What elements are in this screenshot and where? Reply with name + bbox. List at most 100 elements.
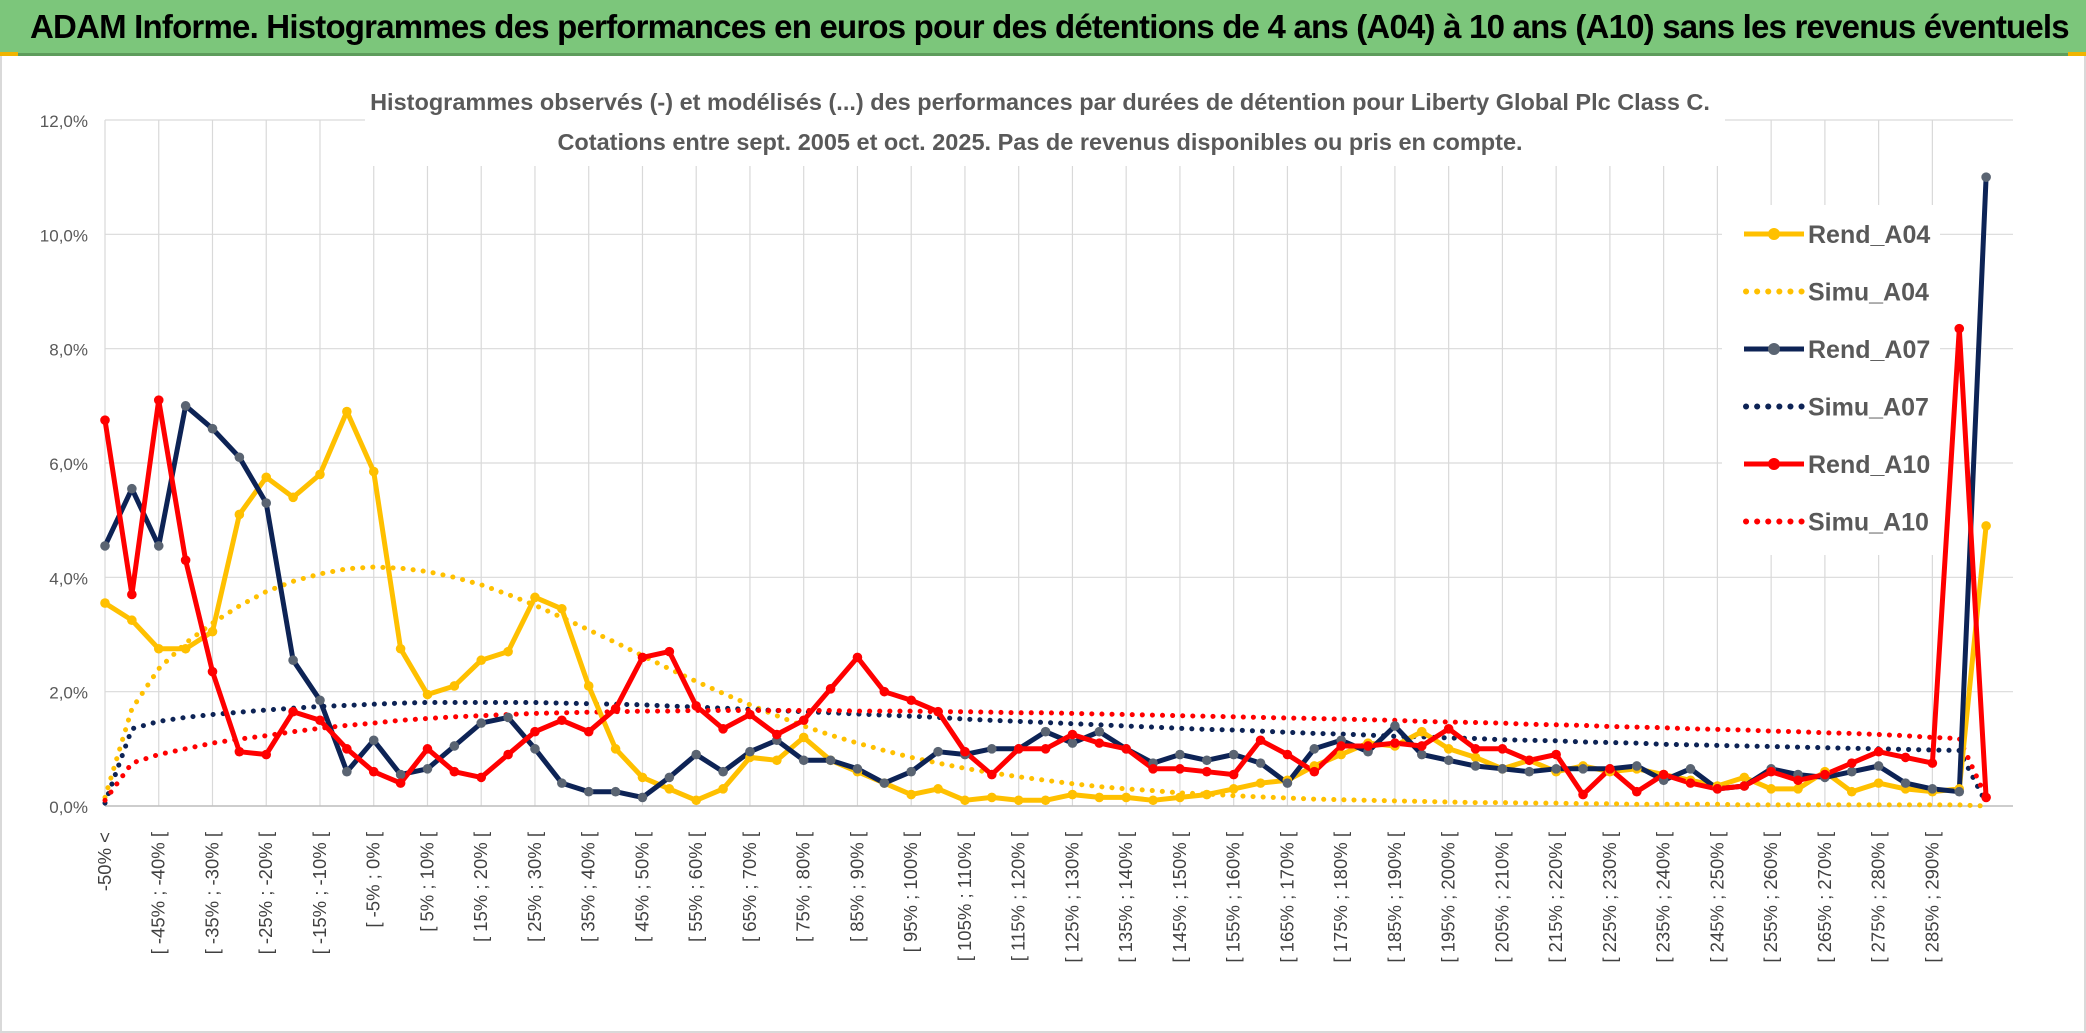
data-point-rend-a07: [1416, 749, 1427, 760]
data-point-rend-a07: [180, 401, 191, 411]
data-point-rend-a10: [1470, 744, 1481, 754]
data-point-rend-a07: [476, 718, 487, 728]
data-point-rend-a07: [1900, 778, 1911, 788]
banner-title: ADAM Informe. Histogrammes des performan…: [30, 8, 2070, 45]
data-point-rend-a10: [1712, 784, 1723, 794]
data-point-rend-a10: [476, 772, 487, 783]
data-point-rend-a07: [933, 746, 943, 757]
data-point-rend-a07: [1443, 755, 1454, 766]
data-point-rend-a04: [1873, 778, 1884, 788]
data-point-rend-a04: [906, 789, 916, 800]
x-tick-label: [ 5% ; 10% [: [416, 832, 437, 932]
x-tick-label: [ 25% ; 30% [: [524, 832, 545, 942]
data-point-rend-a04: [1416, 726, 1427, 737]
data-point-rend-a10: [960, 746, 970, 757]
data-point-rend-a10: [664, 646, 675, 657]
data-point-rend-a07: [1255, 758, 1266, 768]
data-point-rend-a07: [530, 744, 540, 754]
data-point-rend-a04: [1040, 795, 1051, 806]
data-point-rend-a10: [1416, 741, 1427, 751]
data-point-rend-a04: [1739, 772, 1750, 783]
data-point-rend-a04: [798, 732, 809, 743]
data-point-rend-a04: [261, 472, 272, 483]
y-tick-label: 8,0%: [49, 341, 88, 360]
data-point-rend-a04: [1336, 749, 1346, 760]
data-point-rend-a10: [772, 729, 782, 740]
data-point-rend-a10: [1390, 738, 1400, 748]
data-point-rend-a04: [1255, 778, 1266, 788]
x-tick-label: [ 75% ; 80% [: [793, 832, 814, 942]
data-point-rend-a10: [1121, 744, 1131, 754]
data-point-rend-a07: [1175, 749, 1185, 760]
data-point-rend-a04: [1443, 744, 1454, 754]
data-point-rend-a10: [583, 726, 594, 737]
data-point-rend-a07: [906, 766, 916, 777]
data-point-rend-a07: [1981, 172, 1991, 182]
x-tick-label: [ -35% ; -30% [: [201, 832, 222, 954]
data-point-rend-a10: [745, 709, 755, 720]
x-tick-label: [ 105% ; 110% [: [954, 832, 975, 961]
data-point-rend-a10: [879, 686, 890, 697]
data-point-rend-a10: [1551, 749, 1561, 760]
data-point-rend-a07: [1846, 766, 1857, 777]
data-point-rend-a04: [1175, 792, 1185, 803]
data-point-rend-a07: [1551, 764, 1561, 774]
legend-label-rend-a07: Rend_A07: [1808, 336, 1930, 364]
legend-label-simu-a10: Simu_A10: [1808, 509, 1929, 537]
legend-marker-rend-a10: [1768, 458, 1780, 470]
data-point-rend-a07: [1309, 744, 1320, 754]
y-tick-label: 12,0%: [40, 112, 88, 131]
data-point-rend-a10: [1820, 769, 1830, 780]
data-point-rend-a04: [772, 755, 782, 766]
data-point-rend-a04: [100, 598, 110, 608]
data-point-rend-a10: [1336, 741, 1346, 751]
data-point-rend-a07: [449, 741, 460, 751]
data-point-rend-a07: [1282, 778, 1293, 788]
data-point-rend-a04: [691, 795, 702, 806]
x-tick-label: [ 285% ; 290% [: [1921, 832, 1942, 963]
data-point-rend-a07: [1954, 786, 1965, 797]
data-point-rend-a10: [100, 415, 110, 425]
data-point-rend-a07: [691, 749, 702, 760]
data-point-rend-a04: [153, 643, 164, 654]
data-point-rend-a07: [207, 423, 218, 434]
legend-background: [1722, 205, 1940, 555]
data-point-rend-a10: [1766, 766, 1776, 777]
y-tick-label: 10,0%: [40, 226, 88, 245]
data-point-rend-a10: [1900, 752, 1911, 763]
data-point-rend-a04: [1793, 784, 1803, 794]
data-point-rend-a10: [1094, 738, 1105, 748]
data-point-rend-a04: [207, 626, 218, 637]
data-point-rend-a07: [745, 746, 755, 757]
data-point-rend-a10: [610, 704, 621, 714]
data-point-rend-a10: [987, 769, 997, 780]
data-point-rend-a04: [933, 784, 943, 794]
data-point-rend-a04: [422, 689, 433, 700]
chart-subtitle: Cotations entre sept. 2005 et oct. 2025.…: [557, 129, 1522, 155]
data-point-rend-a10: [368, 766, 379, 777]
data-point-rend-a10: [503, 749, 513, 760]
data-point-rend-a07: [1524, 766, 1535, 777]
data-point-rend-a10: [1175, 764, 1185, 774]
data-point-rend-a10: [153, 395, 164, 405]
x-tick-label: [ -15% ; -10% [: [309, 832, 330, 954]
banner: ADAM Informe. Histogrammes des performan…: [0, 0, 2086, 56]
data-point-rend-a07: [1202, 755, 1212, 766]
chart-area: [0, 56, 2086, 1033]
data-point-rend-a07: [1631, 761, 1642, 771]
data-point-rend-a04: [664, 784, 675, 794]
data-point-rend-a07: [503, 712, 513, 723]
data-point-rend-a10: [1605, 764, 1615, 774]
data-point-rend-a07: [1685, 764, 1696, 774]
y-tick-label: 6,0%: [49, 455, 88, 474]
data-point-rend-a04: [449, 681, 460, 691]
y-tick-label: 0,0%: [49, 798, 88, 817]
data-point-rend-a10: [180, 555, 191, 565]
x-tick-label: [ 225% ; 230% [: [1599, 832, 1620, 963]
data-point-rend-a07: [987, 744, 997, 754]
data-point-rend-a07: [315, 695, 325, 706]
data-point-rend-a04: [288, 492, 298, 503]
data-point-rend-a07: [422, 764, 433, 774]
